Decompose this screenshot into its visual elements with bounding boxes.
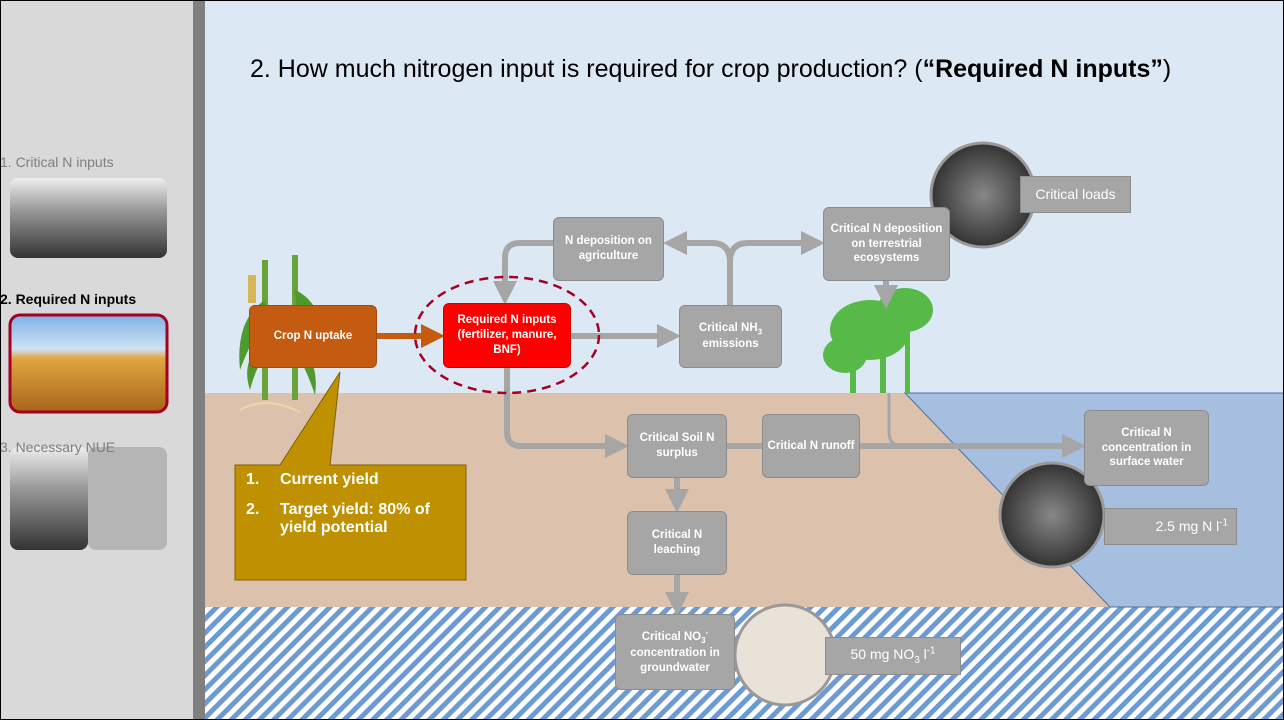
sidebar-item[interactable]: 2. Required N inputs: [0, 291, 137, 307]
node: Crop N uptake: [249, 305, 377, 368]
callout: 1. Current yield 2. Target yield: 80% of y…: [246, 465, 466, 549]
superscript: -: [705, 627, 709, 637]
node-label: Critical N deposition on terrestrial eco…: [830, 222, 943, 265]
subscript: 3: [914, 654, 920, 666]
photo-glass: [733, 603, 837, 707]
node-label: N deposition on agriculture: [565, 235, 652, 262]
node-label: 50 mg NO3 l-1: [851, 645, 936, 668]
node: Critical loads: [1020, 176, 1131, 213]
node-label: Critical N concentration in surface wate…: [1101, 426, 1192, 469]
text: 2.5 mg N l: [1155, 518, 1220, 535]
node: Critical N concentration in surface wate…: [1084, 410, 1209, 486]
subscript: 3: [701, 635, 706, 645]
thumb-3a: [10, 447, 88, 550]
callout-item: 1. Current yield: [246, 471, 466, 489]
title: 2. How much nitrogen input is required f…: [250, 50, 1250, 88]
thumb-1: [10, 178, 167, 258]
node-label: Crop N uptake: [273, 330, 353, 343]
node-label: Critical NO3- concentration in groundwat…: [619, 628, 731, 676]
node-label: Critical Soil N surplus: [639, 432, 715, 459]
node: Required N inputs (fertilizer, manure, B…: [443, 303, 571, 368]
text: Critical NH: [698, 321, 758, 334]
node-label: Required N inputs (fertilizer, manure, B…: [457, 314, 557, 356]
sidebar-item[interactable]: 3. Necessary NUE: [0, 439, 116, 455]
node-label: Critical N runoff: [767, 439, 855, 452]
item-text: Target yield: 80% of yield potential: [280, 501, 430, 536]
node: Critical N runoff: [762, 414, 860, 478]
item-number: 1.: [246, 471, 260, 488]
node: Critical NO3- concentration in groundwat…: [615, 614, 735, 690]
divider: [193, 0, 205, 720]
node: 50 mg NO3 l-1: [825, 637, 961, 675]
callout-shape: [234, 371, 467, 581]
node-label: Critical loads: [1035, 186, 1116, 203]
title-text: 2. How much nitrogen input is required f…: [250, 55, 923, 83]
arrows: [493, 231, 1086, 616]
thumb-3b: [88, 447, 167, 550]
node: Critical N deposition on terrestrial eco…: [823, 207, 950, 281]
title-text: ): [1162, 55, 1172, 83]
node: Critical N leaching: [627, 511, 727, 575]
title-bold: “Required N inputs”: [922, 55, 1163, 83]
text: concentration in groundwater: [630, 647, 720, 675]
thumb-2: [8, 313, 169, 414]
sidebar-item[interactable]: 1. Critical N inputs: [0, 154, 114, 170]
node: Critical Soil N surplus: [627, 414, 727, 478]
node-label: 2.5 mg N l-1: [1155, 517, 1228, 535]
superscript: -1: [926, 645, 936, 657]
trees: [823, 288, 933, 393]
highlight-ellipse: [413, 275, 601, 395]
subscript: 3: [757, 326, 763, 336]
node: 2.5 mg N l-1: [1104, 508, 1237, 545]
item-number: 2.: [246, 501, 260, 518]
node-label: Critical NH3 emissions: [683, 321, 778, 353]
node: Critical NH3 emissions: [679, 305, 782, 368]
text: l: [919, 645, 927, 662]
text: Critical NO: [641, 630, 702, 643]
superscript: -1: [1219, 517, 1228, 529]
node: N deposition on agriculture: [553, 217, 664, 281]
text: emissions: [702, 338, 759, 351]
item-text: Current yield: [280, 471, 379, 488]
callout-item: 2. Target yield: 80% of yield potential: [246, 501, 466, 537]
node-label: Critical N leaching: [651, 529, 703, 556]
text: 50 mg NO: [850, 645, 915, 662]
